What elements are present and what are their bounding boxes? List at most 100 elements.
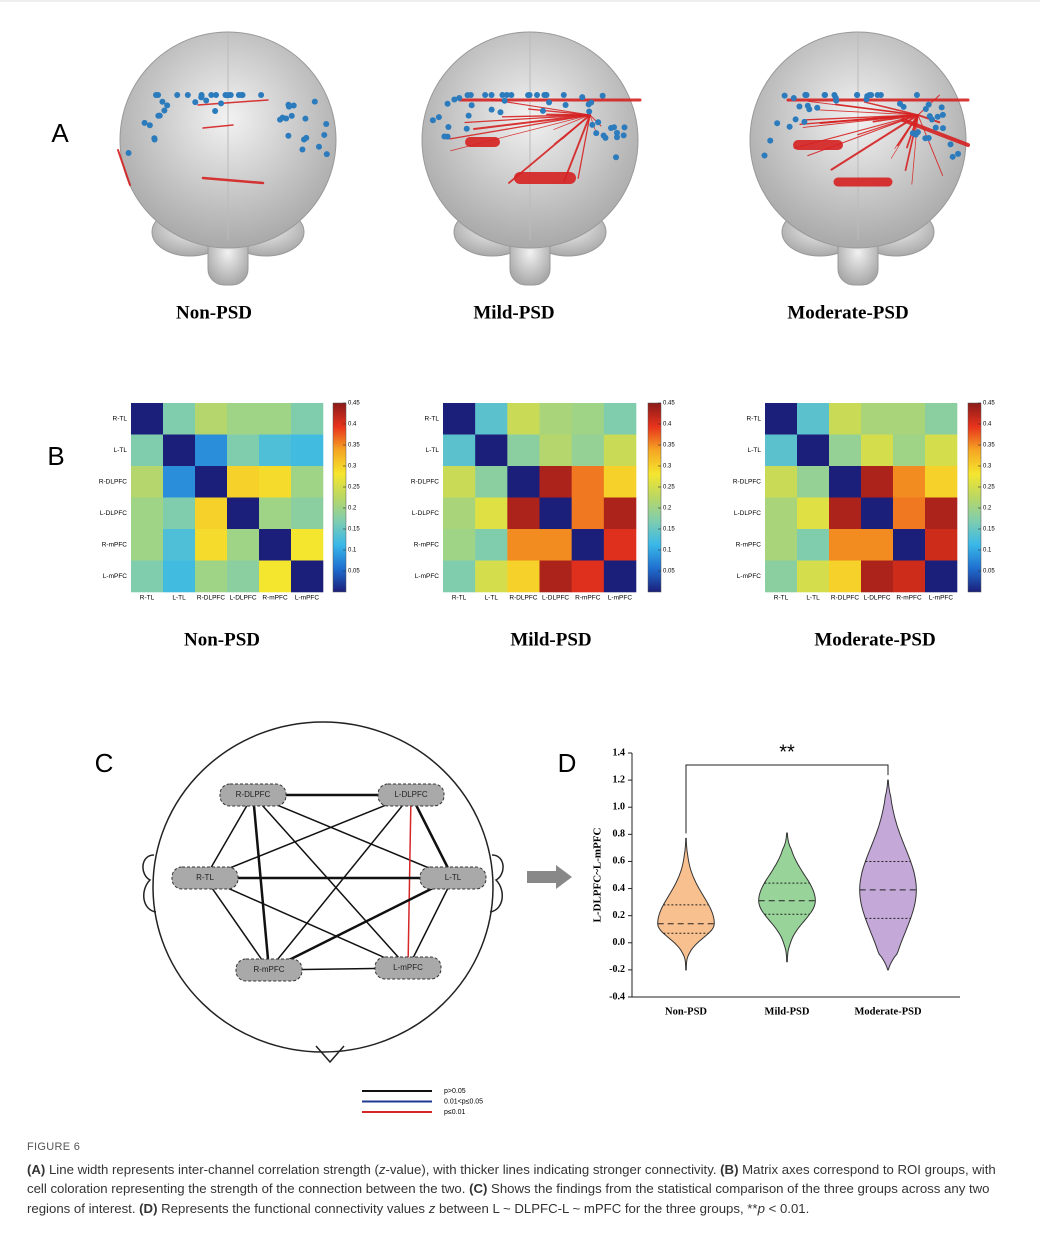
edge (204, 794, 254, 879)
heatmap-cell (443, 403, 476, 435)
channel (213, 92, 220, 98)
colorbar-tick-label: 0.05 (983, 569, 995, 575)
row-label: L-mPFC (415, 573, 440, 580)
row-label: R-TL (113, 415, 128, 422)
channel (218, 100, 225, 107)
heatmap-cell (163, 466, 196, 498)
connection (830, 113, 920, 171)
colorbar-tick-label: 0.35 (348, 443, 360, 449)
channel (146, 122, 153, 129)
connection (553, 114, 591, 130)
channel (445, 124, 452, 131)
heatmap-cell (765, 434, 798, 467)
heatmap-cell (475, 497, 508, 530)
channel (832, 94, 839, 101)
heatmap-cell (829, 560, 862, 593)
channel (801, 118, 808, 125)
colorbar-tick-label: 0.25 (983, 485, 995, 491)
channel (790, 95, 797, 102)
heatmap-cell (227, 497, 260, 530)
caption-text: (A) Line width represents inter-channel … (27, 1160, 1012, 1219)
colorbar-tick-label: 0.3 (983, 464, 992, 470)
channel (198, 93, 205, 100)
brain (421, 31, 642, 286)
heatmap-cell (797, 497, 830, 530)
group-title: Moderate-PSD (787, 302, 908, 323)
row-label: R-mPFC (736, 541, 762, 548)
channel (435, 114, 442, 121)
channel (814, 104, 821, 111)
caption-part: (B) (720, 1161, 739, 1177)
channel (786, 123, 793, 130)
row-label: R-mPFC (102, 541, 128, 548)
channel (620, 132, 627, 139)
caption-part: Matrix axes correspond to ROI groups, wi… (27, 1161, 996, 1197)
x-tick-label: Non-PSD (665, 1006, 707, 1017)
heatmap-cell (507, 466, 540, 498)
heatmap-cell (259, 560, 292, 593)
node-label: R-TL (196, 873, 214, 882)
channel (208, 92, 215, 98)
colorbar-tick-label: 0.15 (663, 527, 675, 533)
heatmap-cell (163, 403, 196, 435)
col-label: R-mPFC (896, 595, 922, 602)
channel (613, 154, 620, 161)
col-label: R-DLPFC (831, 595, 859, 602)
channel (184, 92, 191, 98)
panel-label: B (47, 441, 64, 471)
node (374, 956, 442, 980)
row-label: R-DLPFC (733, 478, 761, 485)
heatmap-cell (797, 560, 830, 593)
channel (488, 106, 495, 113)
heatmap-cell (291, 403, 324, 435)
colorbar-tick-label: 0.15 (348, 527, 360, 533)
channel (767, 137, 774, 144)
caption-part: (D) (139, 1200, 158, 1216)
col-label: L-DLPFC (229, 595, 256, 602)
channel (161, 107, 168, 114)
caption-part: < 0.01. (764, 1200, 810, 1216)
y-tick-label: 0.8 (613, 829, 626, 840)
heatmap-cell (443, 466, 476, 498)
arrow (527, 865, 572, 889)
connection (202, 124, 234, 129)
channel (614, 129, 621, 136)
heatmap-cell (893, 434, 926, 467)
channel (600, 132, 607, 139)
channel (925, 101, 932, 108)
col-label: L-TL (806, 595, 820, 602)
heatmap-cell (861, 403, 894, 435)
caption-part: between L ~ DLPFC-L ~ mPFC for the three… (435, 1200, 758, 1216)
channel (589, 121, 596, 128)
channel (579, 94, 586, 101)
channel (611, 124, 618, 131)
channel (621, 124, 628, 131)
col-label: L-mPFC (608, 595, 633, 602)
node-label: R-DLPFC (236, 790, 271, 799)
channel (323, 151, 330, 158)
edge (268, 876, 454, 972)
channel (939, 111, 946, 118)
channel (152, 92, 159, 98)
heatmap-cell (291, 466, 324, 498)
colorbar (647, 402, 662, 593)
col-label: R-mPFC (262, 595, 288, 602)
heatmap-cell (925, 403, 958, 435)
legend-label: p≤0.01 (444, 1109, 465, 1116)
channel (900, 103, 907, 110)
y-tick-label: 0.6 (613, 856, 626, 867)
col-label: R-TL (452, 595, 467, 602)
connection (818, 109, 919, 116)
row-label: L-mPFC (103, 573, 128, 580)
y-tick-label: 0.2 (613, 910, 626, 921)
y-axis-label: L-DLPFC~L-mPFC (592, 827, 604, 922)
heatmap-title: Moderate-PSD (814, 629, 935, 650)
ear (489, 854, 504, 913)
channel (456, 94, 463, 101)
heatmap-cell (227, 560, 260, 593)
heatmap-cell (603, 560, 637, 593)
connection (857, 114, 919, 136)
caption-part: Represents the functional connectivity v… (157, 1200, 429, 1216)
heatmap-cell (131, 466, 164, 498)
heatmap-cell (475, 560, 508, 593)
